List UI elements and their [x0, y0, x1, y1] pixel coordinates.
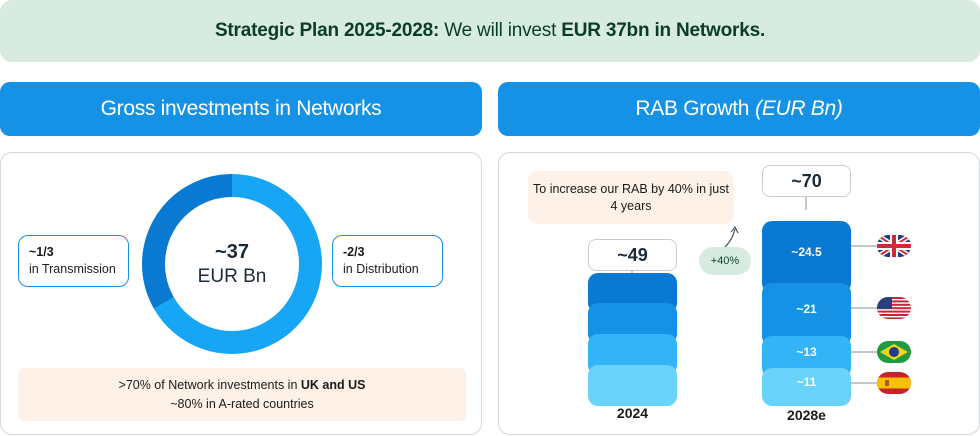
bar-segment-label: ~24.5 [791, 244, 822, 259]
rab-growth-header: RAB Growth (EUR Bn) [498, 82, 980, 136]
transmission-label: in Transmission [29, 262, 116, 276]
bar-segment-2024-0 [588, 365, 677, 406]
us-flag-icon [877, 297, 911, 319]
banner-text: We will invest [439, 20, 562, 41]
donut-total-unit: EUR Bn [197, 266, 267, 287]
note-line-2: ~80% in A-rated countries [170, 397, 314, 411]
note-line-1-text: >70% of Network investments in [118, 378, 301, 392]
note-line-1: >70% of Network investments in UK and US [18, 376, 466, 395]
rab-growth-note: To increase our RAB by 40% in just 4 yea… [528, 171, 734, 224]
bar-segment-label: ~11 [796, 375, 817, 390]
transmission-share: ~1/3 [29, 245, 54, 259]
rab-growth-panel: To increase our RAB by 40% in just 4 yea… [498, 152, 980, 435]
strategic-plan-banner: Strategic Plan 2025-2028: We will invest… [0, 0, 980, 62]
rab-growth-unit: (EUR Bn) [755, 97, 843, 120]
bar-segment-label: ~21 [796, 302, 817, 317]
bar-segment-2028e-us [762, 282, 851, 346]
growth-arrow-head-icon [730, 226, 739, 234]
gross-investments-panel: ~37 EUR Bn ~1/3 in Transmission -2/3 in … [0, 152, 482, 435]
distribution-label: in Distribution [343, 262, 419, 276]
bar-segment-label: ~13 [796, 344, 817, 359]
bar-connectors [631, 197, 879, 384]
donut-segment-transmission [142, 174, 232, 309]
brazil-flag-icon [877, 341, 911, 363]
transmission-callout: ~1/3 in Transmission [18, 235, 129, 287]
gross-investments-header: Gross investments in Networks [0, 82, 482, 136]
growth-pill: +40% [699, 247, 751, 275]
bar-segment-2028e-spain [762, 368, 851, 406]
donut-center-label: ~37 EUR Bn [187, 241, 277, 291]
distribution-callout: -2/3 in Distribution [332, 235, 443, 287]
bar-segment-2028e-uk [762, 220, 851, 293]
spain-flag-icon [877, 372, 911, 394]
growth-arrow-icon [724, 228, 736, 248]
rab-growth-title: RAB Growth [635, 97, 750, 120]
year-label-2028: 2028e [787, 407, 826, 423]
network-investments-note: >70% of Network investments in UK and US… [18, 368, 466, 421]
banner-amount: EUR 37bn in Networks. [561, 20, 766, 41]
investment-donut-chart [142, 174, 322, 354]
distribution-share: -2/3 [343, 245, 365, 259]
donut-total-value: ~37 [215, 241, 249, 263]
banner-title: Strategic Plan 2025-2028: [214, 20, 440, 41]
year-label-2024: 2024 [616, 405, 649, 421]
uk-flag-icon [877, 235, 911, 257]
gross-investments-title: Gross investments in Networks [100, 97, 382, 120]
note-line-1-bold: UK and US [300, 378, 366, 392]
rab-2024-value: ~49 [588, 239, 677, 271]
rab-2028-value: ~70 [762, 165, 851, 197]
